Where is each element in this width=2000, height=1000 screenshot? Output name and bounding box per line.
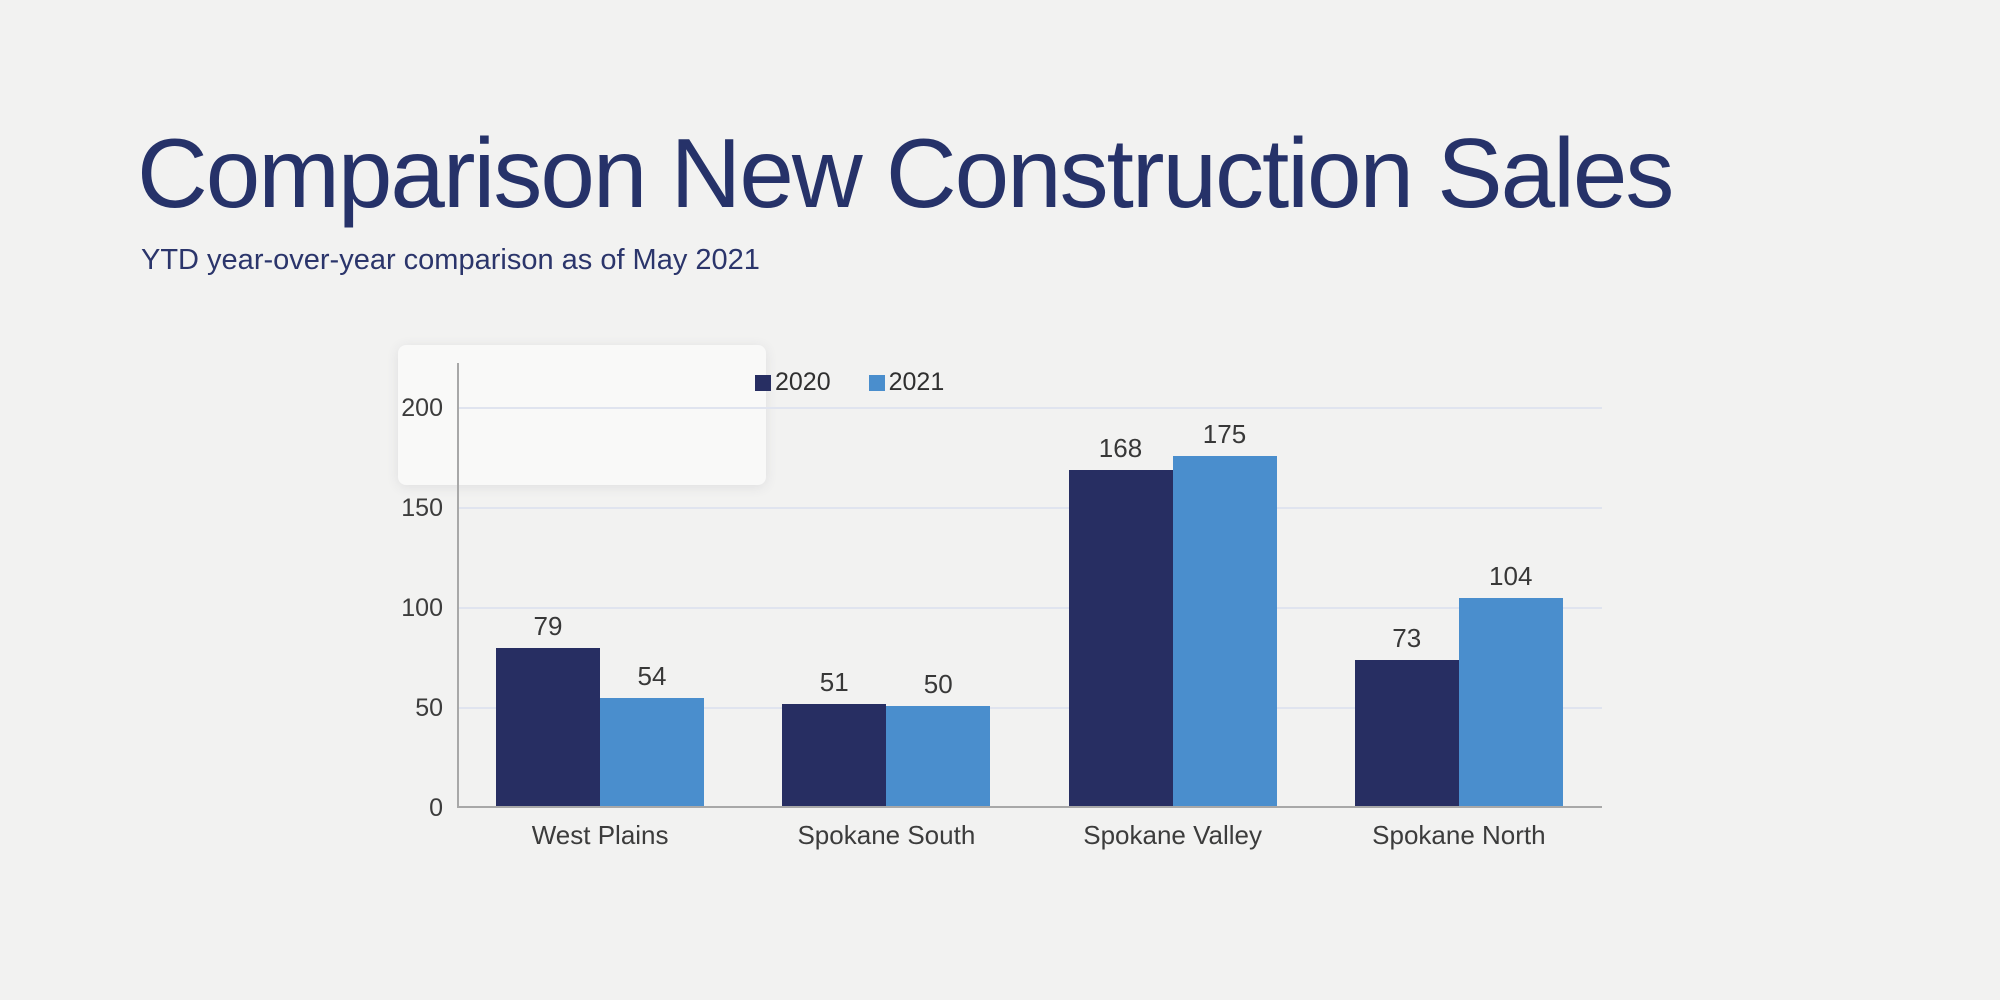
gridline-100 — [457, 607, 1602, 609]
gridline-150 — [457, 507, 1602, 509]
x-label-spokane-valley: Spokane Valley — [1083, 820, 1262, 850]
y-axis-line — [457, 363, 459, 808]
bar-2021-spokane-valley — [1172, 456, 1277, 806]
x-label-spokane-north: Spokane North — [1372, 820, 1546, 850]
value-label-2020-spokane-north: 73 — [1392, 623, 1422, 653]
legend-label-2021: 2021 — [888, 368, 945, 396]
value-label-2021-spokane-valley: 175 — [1202, 419, 1247, 449]
value-label-2021-spokane-north: 104 — [1489, 561, 1533, 591]
bar-2021-spokane-north — [1458, 598, 1563, 806]
chart-legend: 2020 2021 — [755, 370, 944, 395]
plot-area: 79 54 51 50 168 175 73 104 — [457, 363, 1602, 808]
value-label-2020-spokane-valley: 168 — [1098, 433, 1143, 463]
x-axis-line — [457, 806, 1602, 808]
legend-item-2021: 2021 — [868, 368, 945, 396]
gridline-200 — [457, 407, 1602, 409]
bar-2021-spokane-south — [886, 706, 991, 806]
value-label-2021-spokane-south: 50 — [923, 669, 953, 699]
bar-2021-west-plains — [600, 698, 704, 806]
value-label-2020-spokane-south: 51 — [819, 667, 849, 697]
y-tick-label-150: 150 — [401, 494, 443, 522]
x-axis-labels: West Plains Spokane South Spokane Valley Sp… — [457, 820, 1602, 860]
bar-2020-spokane-north — [1354, 660, 1459, 806]
y-tick-label-0: 0 — [429, 794, 443, 822]
page-subtitle: YTD year-over-year comparison as of May … — [141, 244, 760, 276]
value-label-2020-west-plains: 79 — [533, 611, 563, 641]
legend-swatch-2021 — [868, 374, 885, 391]
bar-2020-spokane-valley — [1068, 470, 1173, 806]
gridline-50 — [457, 707, 1602, 709]
x-label-west-plains: West Plains — [531, 820, 669, 850]
y-tick-label-50: 50 — [415, 694, 443, 722]
bar-2020-west-plains — [496, 648, 600, 806]
value-label-2021-west-plains: 54 — [637, 661, 667, 691]
legend-label-2020: 2020 — [775, 368, 831, 396]
legend-swatch-2020 — [755, 374, 771, 391]
bar-2020-spokane-south — [782, 704, 887, 806]
x-label-spokane-south: Spokane South — [797, 820, 976, 850]
y-tick-label-100: 100 — [401, 594, 443, 622]
legend-item-2020: 2020 — [755, 370, 831, 395]
page-title: Comparison New Construction Sales — [137, 118, 1674, 228]
chart-card-highlight — [398, 345, 766, 485]
y-tick-label-200: 200 — [401, 394, 443, 422]
y-axis-ticks: 0 50 100 150 200 — [352, 363, 443, 822]
